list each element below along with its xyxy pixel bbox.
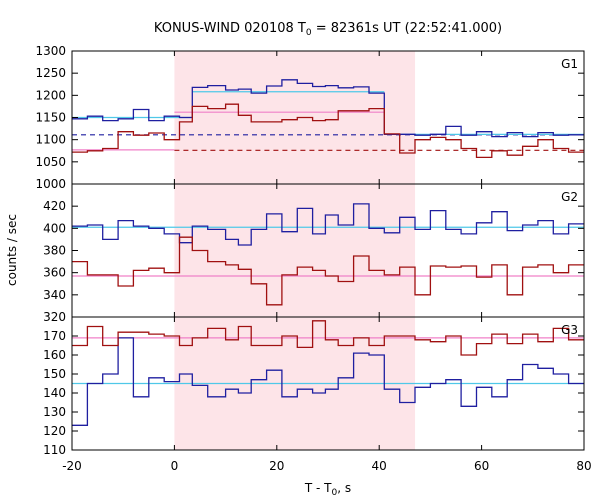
chart-title: KONUS-WIND 020108 T0 = 82361s UT (22:52:… [154,21,502,38]
y-tick-label: 400 [43,221,66,235]
y-tick-label: 380 [43,244,66,258]
y-tick-label: 1100 [35,133,66,147]
y-tick-label: 140 [43,386,66,400]
x-tick-label: 0 [171,459,179,473]
y-tick-label: 1300 [35,44,66,58]
x-tick-label: -20 [62,459,82,473]
y-tick-label: 120 [43,424,66,438]
panel-label-g3: G3 [561,323,578,337]
series-blue-step-line [72,79,584,138]
y-tick-label: 340 [43,288,66,302]
x-tick-label: 80 [576,459,591,473]
chart-panels: 1000105011001150120012501300G13203403603… [35,44,591,473]
y-tick-label: 1250 [35,66,66,80]
panel-g3: 110 120 130 140 150 160 170 G3 [43,316,585,457]
y-tick-label: 360 [43,266,66,280]
series-red-step-line [72,103,584,159]
series-red-step-line [72,236,584,306]
series-red-step-line [72,320,584,356]
y-tick-label: 320 [43,310,66,324]
y-tick-label: 1200 [35,88,66,102]
y-tick-label: 1150 [35,111,66,125]
y-tick-label: 1000 [35,177,66,191]
y-tick-label: 110 [43,443,66,457]
y-tick-label: 170 [43,329,66,343]
panel-frame [71,316,585,451]
panel-label-g2: G2 [561,190,578,204]
y-tick-label: 420 [43,199,66,213]
panel-g1: 1000 1050 1100 1150 1200 1250 1300 G1 [35,44,585,191]
y-tick-label: 160 [43,348,66,362]
y-tick-label: 130 [43,405,66,419]
x-tick-label: 60 [474,459,489,473]
y-tick-label: 1050 [35,155,66,169]
series-blue-step-line [72,203,584,246]
y-tick-label: 150 [43,367,66,381]
x-tick-label: 20 [269,459,284,473]
series-blue-step-line [72,337,584,426]
highlight-interval-band [174,51,416,450]
y-axis-label: counts / sec [5,214,19,286]
x-tick-label: 40 [372,459,387,473]
panel-label-g1: G1 [561,57,578,71]
x-axis-label: T - T0, s [304,481,351,498]
